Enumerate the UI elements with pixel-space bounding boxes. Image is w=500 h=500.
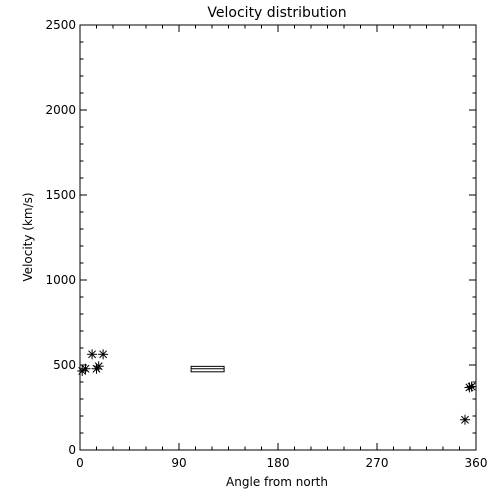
data-point-asterisk [87, 349, 98, 360]
x-tick-label: 90 [171, 456, 186, 470]
x-tick-label: 180 [267, 456, 290, 470]
x-tick-label: 270 [366, 456, 389, 470]
chart-title: Velocity distribution [207, 5, 346, 21]
axis-ticks [79, 24, 477, 451]
axis-tick-labels: 0 90 180 270 360 0 500 1000 1500 2000 2500 [45, 18, 487, 470]
data-marks [77, 349, 477, 425]
data-point-asterisk [93, 361, 104, 372]
x-axis-label: Angle from north [226, 475, 328, 489]
x-tick-label: 0 [76, 456, 84, 470]
plot-frame [79, 24, 477, 451]
y-axis-label: Velocity (km/s) [21, 192, 35, 281]
y-tick-label: 0 [68, 443, 76, 457]
y-tick-label: 1000 [45, 273, 76, 287]
data-point-asterisk [466, 381, 477, 392]
data-point-asterisk [80, 363, 91, 374]
data-point-asterisk [460, 414, 470, 425]
range-rectangle [190, 365, 225, 373]
y-tick-label: 1500 [45, 188, 76, 202]
y-tick-label: 2000 [45, 103, 76, 117]
y-tick-label: 500 [53, 358, 76, 372]
x-tick-label: 360 [465, 456, 488, 470]
y-tick-label: 2500 [45, 18, 76, 32]
data-point-asterisk [98, 349, 109, 360]
